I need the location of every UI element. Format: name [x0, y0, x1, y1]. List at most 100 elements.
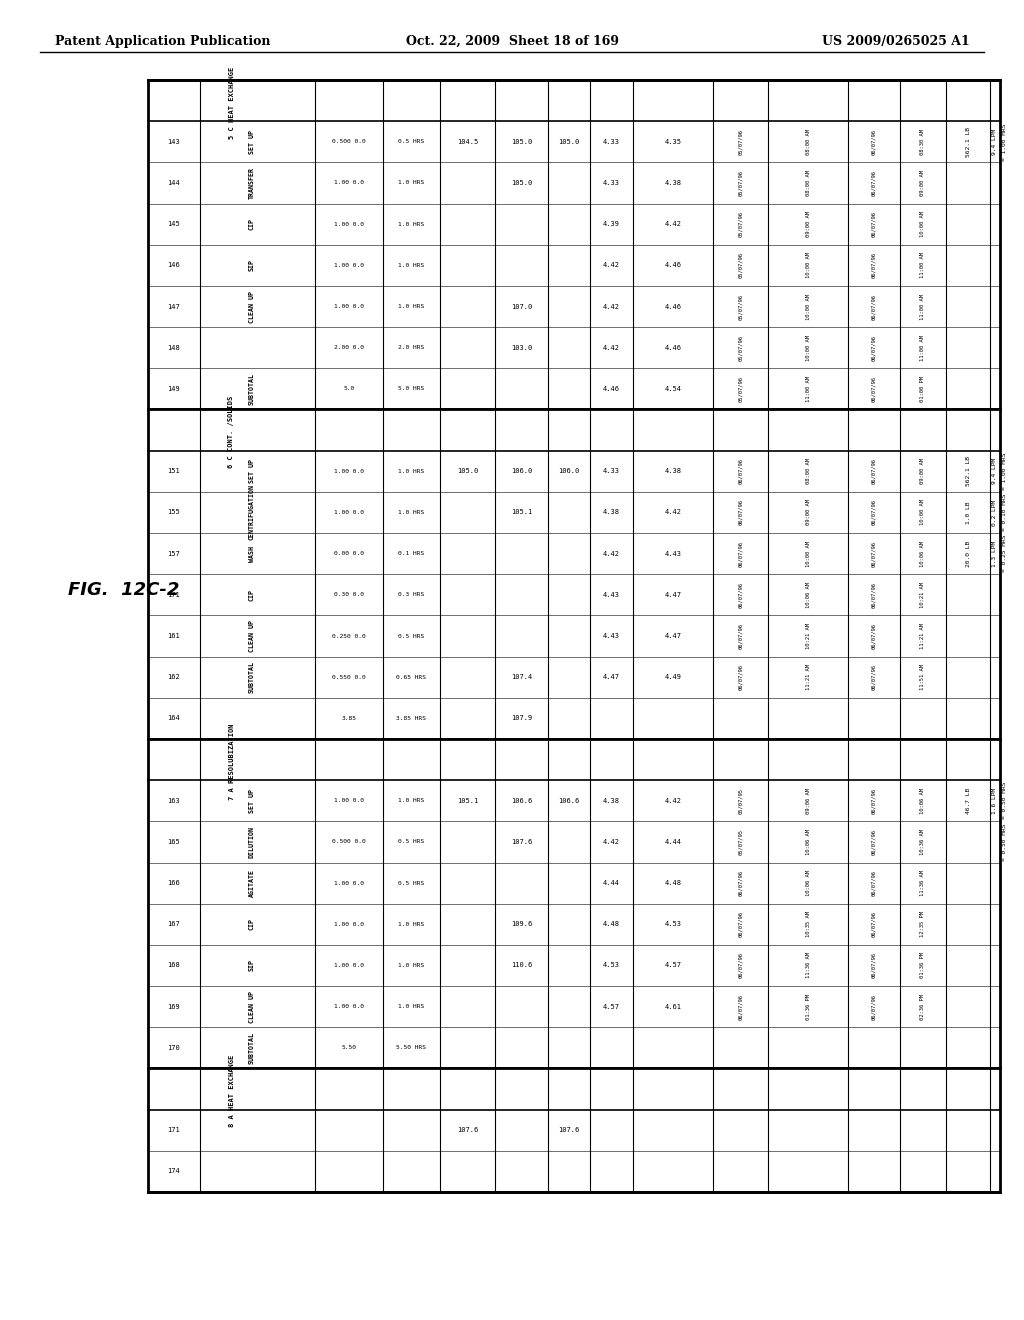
Text: 05/07/95: 05/07/95: [738, 829, 743, 855]
Text: 3.85 HRS: 3.85 HRS: [396, 715, 427, 721]
Text: 06/07/96: 06/07/96: [738, 994, 743, 1019]
Text: 4.38: 4.38: [665, 469, 682, 474]
Text: = 1.00 HRS: = 1.00 HRS: [1001, 123, 1007, 161]
Text: 05/07/96: 05/07/96: [738, 293, 743, 319]
Text: 06/07/96: 06/07/96: [871, 293, 877, 319]
Text: 05/07/95: 05/07/95: [738, 788, 743, 813]
Text: 5.50: 5.50: [341, 1045, 356, 1051]
Text: 0.5 HRS: 0.5 HRS: [398, 140, 425, 144]
Text: 0.2 LPM: 0.2 LPM: [992, 499, 997, 525]
Text: 0.00 0.0: 0.00 0.0: [334, 552, 364, 556]
Text: 105.0: 105.0: [558, 139, 580, 145]
Text: 3.85: 3.85: [341, 715, 356, 721]
Text: 107.6: 107.6: [511, 840, 532, 845]
Text: 106.6: 106.6: [558, 797, 580, 804]
Text: 4.39: 4.39: [603, 222, 620, 227]
Text: 1.00 0.0: 1.00 0.0: [334, 799, 364, 804]
Text: 155: 155: [168, 510, 180, 515]
Text: 4.46: 4.46: [665, 345, 682, 351]
Text: 1.00 0.0: 1.00 0.0: [334, 469, 364, 474]
Text: 06/07/96: 06/07/96: [871, 499, 877, 525]
Text: 06/07/96: 06/07/96: [871, 870, 877, 896]
Text: 4.38: 4.38: [603, 510, 620, 515]
Text: 148: 148: [168, 345, 180, 351]
Text: 6 C CONT. /SOLIDS: 6 C CONT. /SOLIDS: [228, 396, 234, 469]
Text: 171: 171: [168, 1127, 180, 1134]
Text: 105.0: 105.0: [457, 469, 478, 474]
Text: 0.5 HRS: 0.5 HRS: [398, 840, 425, 845]
Text: 4.48: 4.48: [665, 880, 682, 886]
Text: 06/07/96: 06/07/96: [871, 170, 877, 195]
Text: 163: 163: [168, 797, 180, 804]
Text: 9.4 LPM: 9.4 LPM: [992, 128, 997, 154]
Text: 5.50 HRS: 5.50 HRS: [396, 1045, 427, 1051]
Text: 1.0 HRS: 1.0 HRS: [398, 469, 425, 474]
Text: 0.250 0.0: 0.250 0.0: [332, 634, 366, 639]
Text: 1.0 HRS: 1.0 HRS: [398, 304, 425, 309]
Text: = 0.25 HRS: = 0.25 HRS: [1001, 535, 1007, 573]
Text: 06/07/96: 06/07/96: [871, 911, 877, 937]
Text: 1.0 HRS: 1.0 HRS: [398, 799, 425, 804]
Text: 09:00 AM: 09:00 AM: [921, 170, 926, 195]
Text: AGITATE: AGITATE: [249, 869, 255, 898]
Text: 4.33: 4.33: [603, 139, 620, 145]
Text: 162: 162: [168, 675, 180, 680]
Text: CIP: CIP: [249, 589, 255, 601]
Text: 4.33: 4.33: [603, 469, 620, 474]
Text: 06/07/96: 06/07/96: [871, 252, 877, 279]
Text: 05/07/96: 05/07/96: [738, 129, 743, 154]
Text: 5.0 HRS: 5.0 HRS: [398, 387, 425, 392]
Text: 06/07/96: 06/07/96: [871, 335, 877, 360]
Text: 01:36 PM: 01:36 PM: [921, 953, 926, 978]
Text: 4.42: 4.42: [603, 345, 620, 351]
Text: US 2009/0265025 A1: US 2009/0265025 A1: [822, 36, 970, 48]
Text: 10:06 AM: 10:06 AM: [806, 582, 811, 607]
Text: 151: 151: [168, 469, 180, 474]
Text: 105.1: 105.1: [457, 797, 478, 804]
Text: 05/07/96: 05/07/96: [738, 170, 743, 195]
Text: 20.0 LB: 20.0 LB: [966, 540, 971, 566]
Text: 4.43: 4.43: [603, 591, 620, 598]
Text: 4.42: 4.42: [665, 510, 682, 515]
Text: 09:06 AM: 09:06 AM: [806, 788, 811, 813]
Text: 10:06 AM: 10:06 AM: [806, 870, 811, 896]
Text: CLEAN UP: CLEAN UP: [249, 620, 255, 652]
Text: 11:00 AM: 11:00 AM: [921, 252, 926, 279]
Text: 06/07/96: 06/07/96: [871, 541, 877, 566]
Text: 1.0 HRS: 1.0 HRS: [398, 921, 425, 927]
Text: 164: 164: [168, 715, 180, 721]
Text: 157: 157: [168, 550, 180, 557]
Text: 01:00 PM: 01:00 PM: [921, 376, 926, 401]
Text: 107.0: 107.0: [511, 304, 532, 309]
Text: 174: 174: [168, 1168, 180, 1175]
Text: 5 C HEAT EXCHANGE: 5 C HEAT EXCHANGE: [228, 66, 234, 139]
Text: 4.44: 4.44: [603, 880, 620, 886]
Text: 10:06 AM: 10:06 AM: [806, 829, 811, 855]
Text: 08:30 AM: 08:30 AM: [921, 129, 926, 154]
Text: 4.43: 4.43: [665, 550, 682, 557]
Text: 4.53: 4.53: [665, 921, 682, 927]
Text: 06/07/96: 06/07/96: [738, 623, 743, 649]
Text: 4.47: 4.47: [603, 675, 620, 680]
Text: 562.1 LB: 562.1 LB: [966, 127, 971, 157]
Text: 4.46: 4.46: [603, 385, 620, 392]
Text: SUBTOTAL: SUBTOTAL: [249, 1032, 255, 1064]
Text: 06/07/96: 06/07/96: [738, 953, 743, 978]
Text: 1.0 HRS: 1.0 HRS: [398, 1005, 425, 1010]
Text: 06/07/96: 06/07/96: [738, 458, 743, 484]
Text: 1.00 0.0: 1.00 0.0: [334, 510, 364, 515]
Text: 110.6: 110.6: [511, 962, 532, 969]
Text: = 0.50 HRS: = 0.50 HRS: [1001, 781, 1007, 820]
Text: 06/07/96: 06/07/96: [738, 499, 743, 525]
Text: 06/07/96: 06/07/96: [871, 829, 877, 855]
Text: 169: 169: [168, 1003, 180, 1010]
Text: 1.6 LPM: 1.6 LPM: [992, 788, 997, 814]
Text: 1.00 0.0: 1.00 0.0: [334, 1005, 364, 1010]
Text: CLEAN UP: CLEAN UP: [249, 290, 255, 322]
Text: 1.00 0.0: 1.00 0.0: [334, 964, 364, 968]
Text: 4.38: 4.38: [665, 180, 682, 186]
Text: 06/07/96: 06/07/96: [871, 129, 877, 154]
Text: 09:00 AM: 09:00 AM: [921, 458, 926, 484]
Text: 4.35: 4.35: [665, 139, 682, 145]
Text: 10:00 AM: 10:00 AM: [806, 293, 811, 319]
